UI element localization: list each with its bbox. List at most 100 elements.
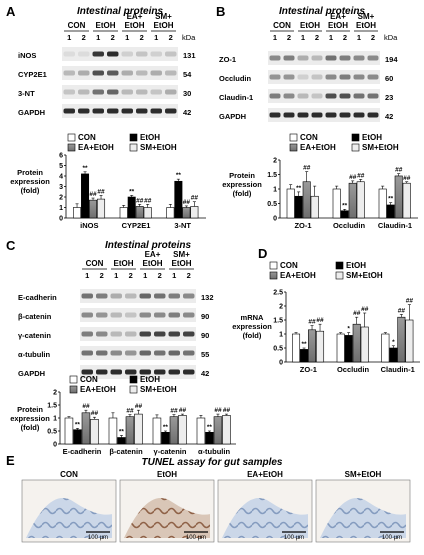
blot-band: [183, 331, 195, 337]
lane-number: 1: [357, 33, 361, 42]
lane-number: 2: [287, 33, 291, 42]
group-label: EtOH: [356, 21, 376, 30]
bar: [166, 207, 175, 219]
category-label: iNOS: [80, 221, 98, 230]
significance-mark: ##: [395, 167, 403, 174]
group-label: EtOH: [300, 21, 320, 30]
blot-band: [168, 331, 180, 337]
y-tick-label: 2: [279, 304, 283, 311]
panel-a: A Intestinal proteins CON EtOHEA+EtOHSM+E…: [6, 4, 206, 230]
blot-band: [269, 93, 281, 99]
blot-band: [139, 369, 151, 375]
significance-mark: ##: [403, 175, 411, 182]
blot-band: [353, 93, 365, 99]
significance-mark: ##: [183, 199, 191, 206]
blot-band: [81, 293, 93, 299]
y-tick-label: 1.5: [273, 318, 283, 325]
legend-label: EtOH: [346, 261, 366, 270]
bar: [394, 175, 403, 219]
y-tick-label: 2.5: [273, 290, 283, 297]
blot-band: [136, 70, 148, 76]
tissue-section: [26, 498, 112, 538]
blot-band: [92, 108, 104, 114]
blot-strip: [268, 70, 380, 84]
kda-value: 42: [201, 369, 209, 378]
micrograph-label: EtOH: [157, 470, 177, 479]
blot-band: [96, 293, 108, 299]
bar: [352, 323, 361, 363]
kda-value: 194: [385, 55, 398, 64]
significance-mark: ##: [126, 408, 134, 415]
blot-band: [96, 312, 108, 318]
group-label: EtOH: [143, 259, 163, 268]
blot-band: [78, 70, 90, 76]
blot-band: [339, 93, 351, 99]
significance-mark: ##: [97, 188, 105, 195]
y-tick-label: 0.5: [267, 201, 277, 208]
category-label: 3-NT: [174, 221, 191, 230]
legend-swatch: [335, 271, 344, 280]
blot-band: [367, 55, 379, 61]
bar: [340, 210, 349, 219]
legend-swatch: [67, 143, 76, 152]
legend-label: EtOH: [362, 133, 382, 142]
lane-number: 1: [96, 33, 100, 42]
micrograph-label: CON: [60, 470, 78, 479]
legend-label: EA+EtOH: [300, 143, 336, 152]
blot-band: [325, 74, 337, 80]
category-label: α-tubulin: [198, 447, 231, 456]
blot-strip: [268, 89, 380, 103]
significance-mark: **: [163, 424, 169, 431]
legend-label: EA+EtOH: [78, 143, 114, 152]
tissue-section: [222, 498, 308, 538]
significance-mark: ##: [136, 197, 144, 204]
panel-b: B Intestinal proteins CON EtOHEA+EtOHSM+E…: [216, 4, 418, 230]
bar: [174, 180, 183, 219]
panel-c: C Intestinal proteins CON EtOHEA+EtOHSM+E…: [6, 238, 236, 456]
bar: [108, 417, 118, 445]
panel-d: D CON EtOH EA+EtOH SM+EtOH mRNAexpression(fo…: [232, 246, 420, 374]
blot-band: [283, 93, 295, 99]
y-axis-label: Protein: [17, 405, 43, 414]
y-tick-label: 2: [273, 158, 277, 165]
blot-band: [136, 89, 148, 95]
blot-band: [92, 89, 104, 95]
blot-band: [107, 51, 119, 57]
significance-mark: ##: [406, 298, 414, 305]
blot-band: [96, 350, 108, 356]
blot-band: [165, 89, 177, 95]
blot-band: [367, 74, 379, 80]
legend-label: EtOH: [140, 375, 160, 384]
bar: [316, 330, 325, 363]
group-label: EtOH: [154, 21, 174, 30]
group-label: CON: [86, 259, 104, 268]
significance-mark: **: [129, 188, 135, 195]
protein-label: E-cadherin: [18, 293, 57, 302]
blot-band: [367, 112, 379, 118]
kda-value: 42: [385, 112, 393, 121]
significance-mark: ##: [303, 165, 311, 172]
bar: [135, 206, 144, 219]
blot-band: [150, 51, 162, 57]
blot-band: [353, 55, 365, 61]
y-axis-label: (fold): [233, 189, 252, 198]
significance-mark: ##: [179, 407, 187, 414]
blot-band: [81, 350, 93, 356]
y-tick-label: 5: [59, 163, 63, 170]
blot-strip: [62, 66, 178, 80]
significance-mark: **: [342, 202, 348, 209]
bar: [332, 188, 341, 219]
lane-number: 1: [67, 33, 71, 42]
bar: [294, 195, 303, 219]
blot-band: [183, 293, 195, 299]
panel-letter: A: [6, 4, 16, 19]
blot-band: [125, 350, 137, 356]
y-tick-label: 0: [273, 216, 277, 223]
bar: [308, 329, 317, 363]
bar: [196, 417, 206, 445]
micrograph-label: EA+EtOH: [247, 470, 283, 479]
blot-band: [269, 55, 281, 61]
blot-strip: [62, 47, 178, 61]
legend-label: CON: [280, 261, 298, 270]
y-tick-label: 4: [59, 174, 63, 181]
